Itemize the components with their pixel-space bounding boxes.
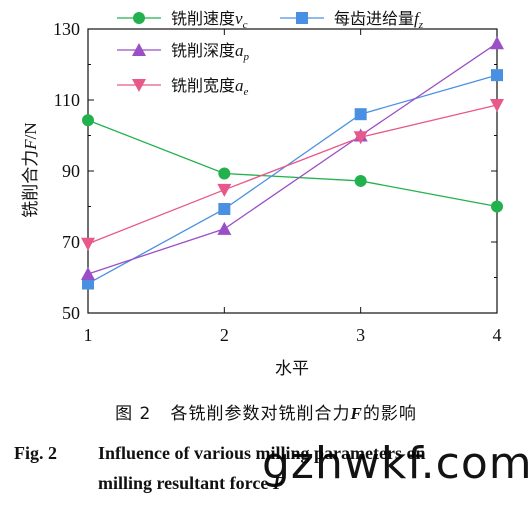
series-line <box>87 74 498 285</box>
caption-cn-text-before: 各铣削参数对铣削合力 <box>170 404 351 424</box>
series-3 <box>81 36 504 280</box>
data-point <box>217 221 232 235</box>
caption-en-line2: milling resultant force F <box>14 468 524 498</box>
x-tick-label: 3 <box>356 325 365 345</box>
series-2 <box>82 69 503 290</box>
y-tick-label: 90 <box>62 161 80 181</box>
legend-label: 铣削宽度ae <box>171 76 249 98</box>
legend-item-2: 每齿进给量fz <box>280 9 424 31</box>
y-tick-label: 110 <box>54 90 80 110</box>
legend-marker <box>132 79 146 92</box>
legend-item-1: 铣削速度vc <box>117 9 248 31</box>
data-point <box>491 69 503 82</box>
series-4 <box>81 98 504 251</box>
line-chart: 50 70 90 110 130 1 2 3 4 铣削速度vc 每齿进给量fz 铣削深度ap 铣削宽度… <box>21 9 504 379</box>
x-tick-label: 4 <box>493 325 502 345</box>
data-point <box>82 277 94 290</box>
series-line <box>87 42 498 275</box>
legend-marker <box>296 12 308 24</box>
legend-item-3: 铣削深度ap <box>117 41 250 63</box>
y-tick-label: 130 <box>53 19 80 39</box>
legend-marker <box>132 43 146 56</box>
data-point <box>81 237 95 251</box>
x-tick-label: 1 <box>84 325 93 345</box>
caption-cn-var: F <box>350 404 363 423</box>
legend-label: 铣削深度ap <box>171 41 250 63</box>
data-point <box>490 98 504 112</box>
caption-en-line1-text: Influence of various milling parameters … <box>98 443 426 463</box>
legend-label: 铣削速度vc <box>171 9 248 31</box>
y-axis-label: 铣削合力F/N <box>21 122 41 217</box>
figure-caption-chinese: 图 2 各铣削参数对铣削合力F的影响 <box>0 399 532 424</box>
caption-en-line2-text: milling resultant force <box>98 473 273 493</box>
axes: 50 70 90 110 130 1 2 3 4 <box>53 19 502 345</box>
data-point <box>354 108 367 121</box>
legend: 铣削速度vc 每齿进给量fz 铣削深度ap 铣削宽度ae <box>117 9 424 98</box>
legend-item-4: 铣削宽度ae <box>117 76 249 98</box>
y-tick-label: 50 <box>62 303 80 323</box>
data-point <box>218 167 231 180</box>
data-point <box>218 202 231 215</box>
caption-en-label: Fig. 2 <box>14 443 57 463</box>
figure-caption-english: Fig. 2 Influence of various milling param… <box>14 438 524 498</box>
series-layer <box>81 36 504 290</box>
series-line <box>87 104 498 245</box>
x-tick-label: 2 <box>220 325 229 345</box>
series-line <box>87 119 498 208</box>
data-point <box>354 174 367 187</box>
legend-label: 每齿进给量fz <box>334 9 424 31</box>
data-point <box>82 114 94 127</box>
data-point <box>217 183 232 197</box>
caption-cn-text-after: 的影响 <box>362 404 417 424</box>
data-point <box>490 36 504 50</box>
data-point <box>353 131 368 145</box>
series-1 <box>82 114 503 213</box>
x-axis-label: 水平 <box>275 359 309 379</box>
caption-en-line1: Fig. 2 Influence of various milling param… <box>14 438 524 468</box>
caption-en-line2-var: F <box>272 473 285 493</box>
watermark: gzhwkf.com <box>262 438 532 489</box>
y-tick-label: 70 <box>62 232 80 252</box>
data-point <box>491 200 503 213</box>
caption-cn-label: 图 2 <box>115 404 152 424</box>
plot-frame <box>87 28 498 314</box>
legend-marker <box>133 12 145 24</box>
data-point <box>81 266 95 280</box>
